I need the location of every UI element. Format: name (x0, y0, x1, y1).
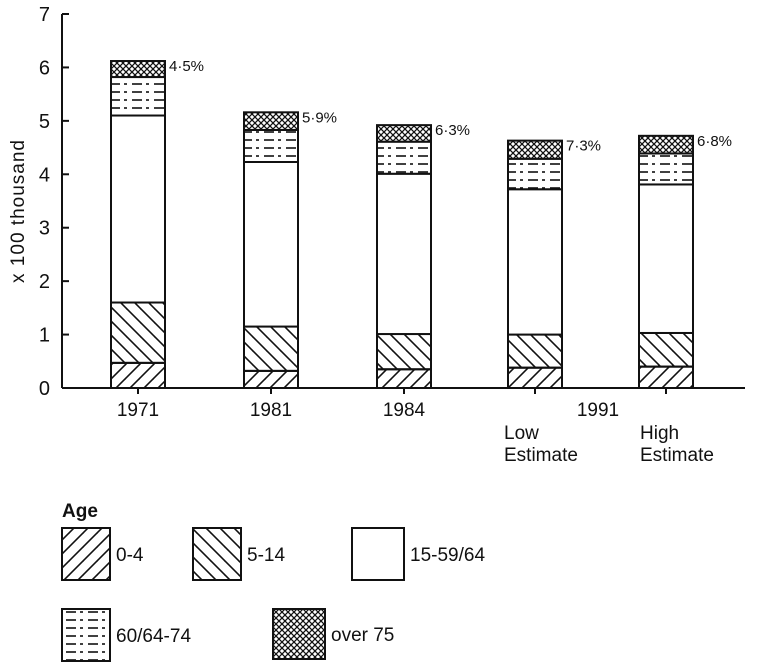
x-sub-label: Estimate (640, 445, 714, 466)
legend-title: Age (62, 501, 98, 522)
legend-label-0-4: 0-4 (116, 545, 144, 566)
bar-segment-over-75 (638, 134, 694, 155)
bar-annotation: 6·3% (435, 122, 470, 139)
legend-swatch-60-64-74 (61, 608, 111, 662)
x-sub-label: Estimate (504, 445, 578, 466)
legend-swatch-0-4 (61, 527, 111, 581)
y-tick-label: 3 (39, 218, 50, 240)
bar-segment-15-59-64 (507, 188, 563, 336)
y-tick-label: 2 (39, 271, 50, 293)
bar-segment-5-14 (507, 333, 563, 369)
x-tick-label: 1971 (117, 400, 159, 421)
bar-annotation: 5·9% (302, 109, 337, 126)
y-tick-label: 4 (39, 164, 50, 186)
bar-segment-60-64-74 (110, 76, 166, 117)
y-tick-label: 5 (39, 111, 50, 133)
bar-segment-over-75 (243, 111, 299, 131)
bar-segment-60-64-74 (638, 152, 694, 186)
legend-swatch-15-59-64 (351, 527, 405, 581)
bar-segment-60-64-74 (507, 157, 563, 191)
bar-segment-60-64-74 (243, 128, 299, 163)
bar-annotation: 4·5% (169, 58, 204, 75)
legend-label-5-14: 5-14 (247, 545, 285, 566)
bar-segment-15-59-64 (638, 183, 694, 334)
bar-segment-over-75 (507, 139, 563, 160)
bar-segment-15-59-64 (243, 160, 299, 328)
x-tick-label: 1984 (383, 400, 426, 421)
legend-label-15-59-64: 15-59/64 (410, 545, 485, 566)
y-tick-label: 6 (39, 57, 50, 79)
legend-swatch-over-75 (272, 608, 326, 660)
bar-segment-0-4 (507, 366, 563, 389)
legend: Age 0-4 5-14 15-59/64 60/64-74 over 75 (61, 501, 485, 662)
bar-segment-15-59-64 (376, 172, 432, 336)
axes: 0 1 2 3 4 5 6 7 x 100 thousand (8, 4, 745, 400)
bar-annotation: 7·3% (566, 138, 601, 155)
x-sub-label: High (640, 423, 679, 444)
x-tick-label: 1981 (250, 400, 292, 421)
legend-swatch-5-14 (192, 527, 242, 581)
bar-annotation: 6·8% (697, 133, 732, 150)
bar-segment-15-59-64 (110, 114, 166, 304)
bar-segment-60-64-74 (376, 140, 432, 175)
bar-segment-over-75 (110, 60, 166, 79)
y-axis-title: x 100 thousand (8, 139, 29, 283)
bar-segment-over-75 (376, 124, 432, 143)
bar-segment-5-14 (376, 333, 432, 371)
x-sub-label: Low (504, 423, 539, 444)
bar-segment-0-4 (243, 369, 299, 390)
bar-segment-5-14 (110, 301, 166, 364)
y-tick-label: 1 (39, 325, 50, 347)
bar-segment-0-4 (638, 365, 694, 389)
legend-label-over-75: over 75 (331, 625, 394, 646)
bar-segment-0-4 (110, 361, 166, 390)
y-tick-label: 7 (39, 4, 50, 26)
legend-label-60-64-74: 60/64-74 (116, 626, 191, 647)
y-tick-label: 0 (39, 378, 50, 400)
labels: 4·5%5·9%6·3%7·3% 6·8%1971 1981 1984 1991LowE… (117, 58, 732, 466)
x-group-label: 1991 (577, 400, 619, 421)
bar-segment-5-14 (638, 331, 694, 368)
bar-segment-5-14 (243, 325, 299, 372)
bar-segment-0-4 (376, 368, 432, 389)
bars (110, 60, 694, 390)
